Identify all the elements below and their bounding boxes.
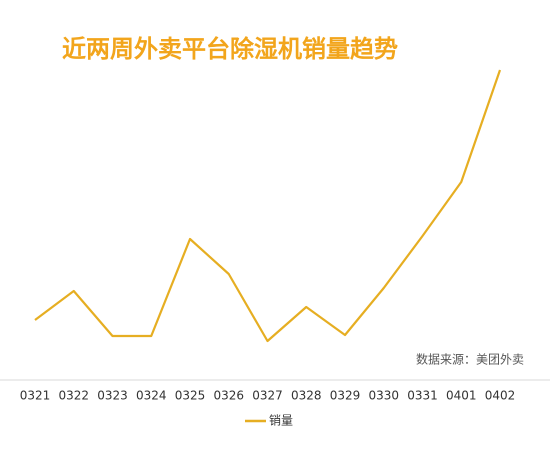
x-tick-label: 0323 bbox=[97, 389, 128, 403]
x-tick-label: 0324 bbox=[136, 389, 167, 403]
line-series bbox=[34, 69, 502, 343]
legend-label: 销量 bbox=[269, 414, 293, 428]
x-tick-label: 0331 bbox=[407, 389, 438, 403]
x-tick-label: 0330 bbox=[368, 389, 399, 403]
x-tick-label: 0329 bbox=[330, 389, 361, 403]
x-tick-label: 0401 bbox=[446, 389, 477, 403]
x-tick-label: 0321 bbox=[20, 389, 51, 403]
x-tick-label: 0325 bbox=[175, 389, 206, 403]
x-tick-label: 0326 bbox=[213, 389, 244, 403]
x-tick-label: 0322 bbox=[58, 389, 89, 403]
x-tick-label: 0327 bbox=[252, 389, 283, 403]
chart-title: 近两周外卖平台除湿机销量趋势 bbox=[62, 35, 398, 63]
x-tick-label: 0328 bbox=[291, 389, 322, 403]
source-note: 数据来源：美团外卖 bbox=[416, 352, 524, 367]
x-tick-label: 0402 bbox=[485, 389, 516, 403]
